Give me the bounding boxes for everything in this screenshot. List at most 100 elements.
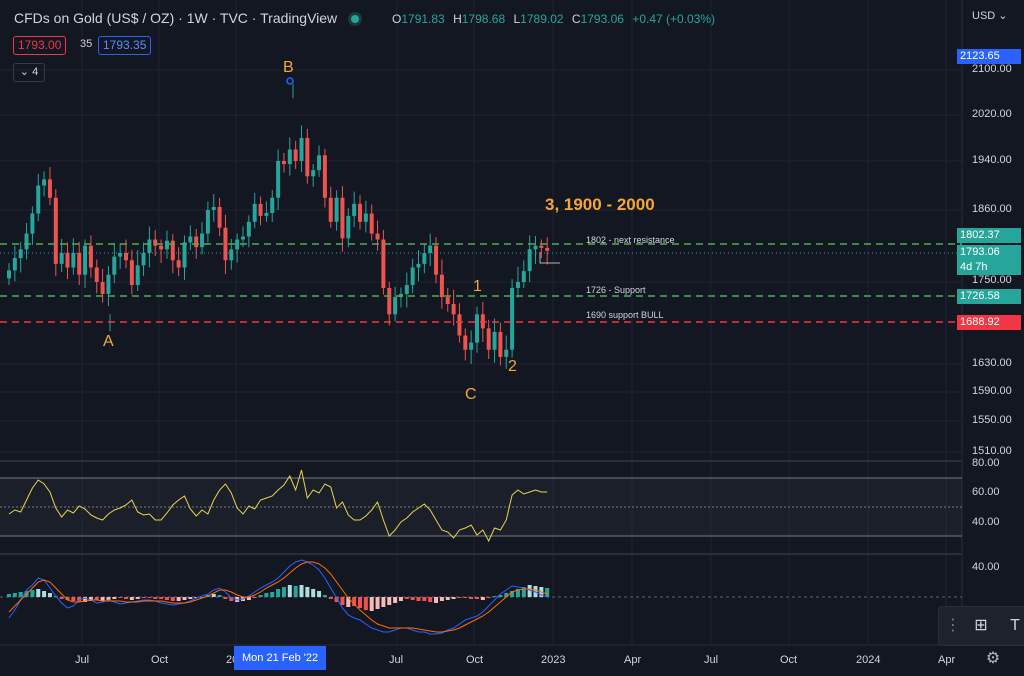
macd-histogram-bar	[100, 597, 105, 601]
candle-body	[533, 245, 538, 250]
close-value: 1793.06	[580, 12, 624, 26]
candle-body	[12, 258, 17, 271]
floating-toolbar[interactable]: ⋮ ⊞ T	[938, 606, 1024, 646]
macd-histogram-bar	[258, 595, 263, 597]
wave-label-b[interactable]: B	[283, 59, 294, 76]
candle-body	[188, 236, 193, 243]
wave-label-a[interactable]: A	[103, 333, 114, 350]
price-tick: 2020.00	[972, 108, 1012, 120]
price-tick: 1590.00	[972, 385, 1012, 397]
spread-value: 35	[80, 38, 93, 50]
time-tick: Oct	[780, 654, 798, 666]
macd-histogram-bar	[71, 597, 76, 601]
crosshair-date-label: Mon 21 Feb '22	[234, 646, 327, 670]
macd-histogram-bar	[30, 590, 35, 597]
macd-histogram-bar	[83, 597, 88, 602]
price-label-resistance: 1802.37	[957, 228, 1021, 243]
candle-body	[100, 282, 105, 294]
price-tick: 1860.00	[972, 203, 1012, 215]
sell-button[interactable]: 1793.00	[13, 36, 67, 55]
macd-histogram-bar	[358, 597, 362, 608]
candle-body	[94, 267, 99, 282]
candle-body	[241, 236, 245, 240]
candle-body	[252, 203, 257, 222]
macd-histogram-bar	[375, 597, 380, 609]
macd-histogram-bar	[322, 595, 327, 597]
candle-body	[475, 314, 479, 343]
candle-body	[393, 297, 398, 315]
candle-body	[416, 263, 421, 268]
candle-body	[521, 271, 526, 282]
macd-histogram-bar	[223, 597, 228, 599]
macd-histogram-bar	[276, 589, 281, 597]
indicators-toggle-button[interactable]: ⌄ 4	[13, 63, 45, 82]
currency-selector[interactable]: USD ⌄	[972, 10, 1008, 22]
candle-body	[270, 197, 275, 213]
level-label-resistance[interactable]: 1802 - next resistance	[586, 235, 675, 245]
candle-body	[486, 328, 491, 350]
candle-body	[147, 239, 152, 253]
wave-label-3-target[interactable]: 3, 1900 - 2000	[545, 195, 655, 214]
open-value: 1791.83	[401, 12, 445, 26]
candle-body	[387, 287, 392, 315]
candle-body	[293, 149, 298, 161]
macd-histogram-bar	[264, 593, 269, 597]
candle-body	[30, 213, 35, 234]
candle-body	[434, 245, 439, 275]
text-tool-icon[interactable]: T	[1010, 617, 1020, 634]
drag-handle-icon[interactable]: ⋮	[945, 617, 961, 634]
macd-histogram-bar	[88, 597, 93, 601]
candle-body	[492, 331, 497, 350]
candle-body	[410, 267, 415, 285]
settings-gear-icon[interactable]: ⚙	[985, 650, 1001, 667]
candle-body	[53, 197, 58, 264]
symbol-name[interactable]: CFDs on Gold (US$ / OZ)	[14, 10, 175, 26]
price-tick: 1550.00	[972, 414, 1012, 426]
candle-body	[281, 161, 286, 165]
candle-body	[328, 197, 333, 222]
candle-body	[305, 138, 310, 177]
symbol-header[interactable]: CFDs on Gold (US$ / OZ) · 1W · TVC · Tra…	[14, 10, 369, 26]
macd-histogram-bar	[305, 587, 310, 597]
macd-histogram-bar	[170, 597, 175, 601]
rsi-line	[8, 469, 548, 543]
wave-label-c[interactable]: C	[465, 386, 477, 403]
rsi-tick: 40.00	[972, 516, 1000, 528]
price-label-high: 2123.65	[957, 49, 1021, 64]
candle-body	[439, 274, 444, 298]
candle-body	[264, 212, 269, 216]
market-status-icon[interactable]	[351, 15, 360, 24]
macd-histogram-bar	[129, 597, 134, 600]
candle-body	[457, 314, 462, 336]
candle-body	[369, 213, 374, 234]
wave-label-1[interactable]: 1	[473, 278, 482, 295]
candle-body	[194, 236, 199, 248]
interval-label[interactable]: 1W	[186, 10, 208, 26]
macd-histogram-bar	[281, 587, 286, 597]
candle-body	[428, 245, 433, 253]
candle-body	[375, 233, 380, 240]
macd-histogram-bar	[521, 587, 526, 597]
wave-label-2[interactable]: 2	[508, 358, 517, 375]
macd-histogram-bar	[42, 591, 47, 597]
candle-body	[205, 210, 210, 234]
macd-histogram-bar	[545, 588, 550, 597]
object-tree-icon[interactable]: ⊞	[974, 617, 988, 634]
source-label: TVC	[219, 10, 248, 26]
macd-histogram-bar	[7, 594, 11, 597]
macd-histogram-bar	[434, 597, 439, 603]
candle-body	[153, 239, 158, 246]
buy-button[interactable]: 1793.35	[98, 36, 152, 55]
candle-body	[515, 282, 520, 288]
signal-line	[8, 561, 548, 633]
chevron-down-icon: ⌄	[19, 66, 30, 78]
macd-histogram-bar	[112, 597, 117, 599]
macd-line	[8, 559, 548, 635]
level-label-bull[interactable]: 1690 support BULL	[586, 310, 664, 320]
candle-body	[170, 240, 175, 261]
macd-histogram-bar	[164, 597, 169, 600]
macd-histogram-bar	[317, 591, 322, 597]
level-label-support[interactable]: 1726 - Support	[586, 285, 646, 295]
macd-histogram-bar	[416, 597, 421, 601]
